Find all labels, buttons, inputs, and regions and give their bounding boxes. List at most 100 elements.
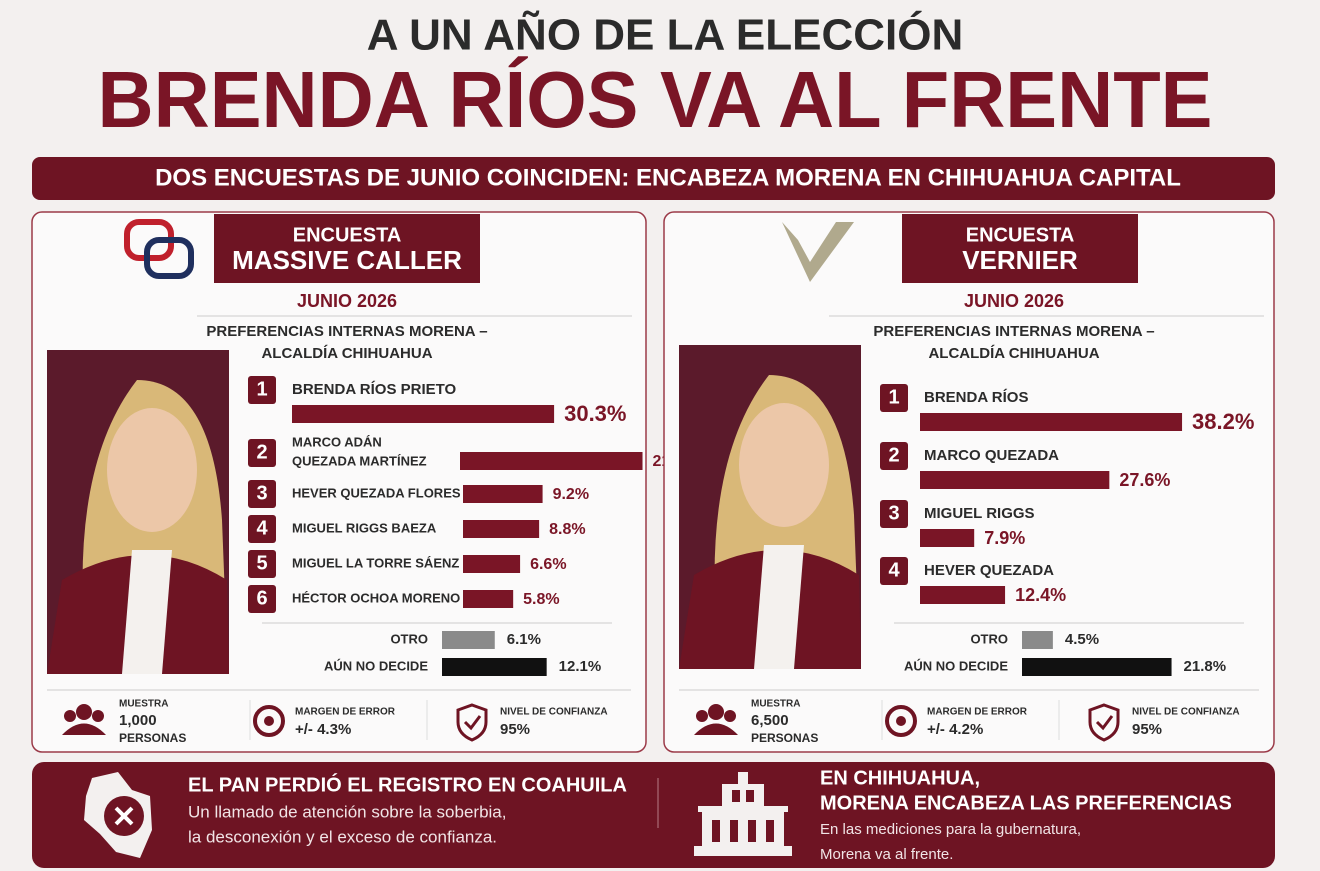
candidate-bar: [463, 485, 543, 503]
stat-value: 95%: [1132, 721, 1162, 738]
poll-subtitle: ALCALDÍA CHIHUAHUA: [261, 345, 432, 362]
other-value: 21.8%: [1184, 658, 1227, 675]
poll-subtitle: ALCALDÍA CHIHUAHUA: [928, 345, 1099, 362]
stat-label: MUESTRA: [751, 699, 800, 710]
rank-badge: [880, 557, 908, 585]
photo-face: [739, 403, 829, 527]
stat-unit: PERSONAS: [119, 731, 186, 745]
other-label: OTRO: [390, 631, 428, 646]
people-icon: [62, 723, 106, 735]
poll-header: [902, 214, 1138, 283]
candidate-value: 9.2%: [553, 486, 589, 503]
candidate-value: 12.4%: [1015, 585, 1066, 605]
kicker: A UN AÑO DE LA ELECCIÓN: [367, 10, 963, 60]
poll-name: MASSIVE CALLER: [232, 245, 462, 275]
rank-number: 2: [888, 444, 899, 466]
stat-unit: PERSONAS: [751, 731, 818, 745]
target-icon: [264, 716, 274, 726]
stat-value: +/- 4.2%: [927, 721, 983, 738]
rank-number: 4: [256, 517, 268, 539]
candidate-name: HEVER QUEZADA FLORES: [292, 485, 461, 500]
candidate-name: BRENDA RÍOS: [924, 389, 1028, 406]
poll-subtitle: PREFERENCIAS INTERNAS MORENA –: [873, 323, 1154, 340]
people-icon: [76, 704, 92, 720]
poll-subtitle: PREFERENCIAS INTERNAS MORENA –: [206, 323, 487, 340]
candidate-name: HÉCTOR OCHOA MORENO: [292, 590, 460, 605]
people-icon: [64, 710, 76, 722]
rank-number: 3: [888, 502, 899, 524]
stat-value: 1,000: [119, 712, 157, 729]
candidate-name: QUEZADA MARTÍNEZ: [292, 453, 427, 468]
rank-number: 5: [256, 552, 267, 574]
candidate-value: 30.3%: [564, 401, 626, 426]
rank-number: 1: [256, 378, 267, 400]
candidate-name: HEVER QUEZADA: [924, 562, 1054, 579]
rank-badge: [880, 384, 908, 412]
people-icon: [92, 710, 104, 722]
stat-label: NIVEL DE CONFIANZA: [1132, 707, 1240, 718]
candidate-value: 6.6%: [530, 556, 566, 573]
rank-number: 3: [256, 482, 267, 504]
candidate-name: BRENDA RÍOS PRIETO: [292, 381, 457, 398]
rank-badge: [880, 500, 908, 528]
other-bar: [1022, 658, 1172, 676]
stat-label: MARGEN DE ERROR: [927, 707, 1028, 718]
target-icon: [885, 705, 917, 737]
people-icon: [724, 710, 736, 722]
candidate-value: 7.9%: [984, 528, 1025, 548]
rank-badge: [248, 550, 276, 578]
other-value: 6.1%: [507, 631, 541, 648]
coahuila-icon: [84, 772, 152, 858]
other-label: AÚN NO DECIDE: [904, 658, 1008, 673]
people-icon: [696, 710, 708, 722]
photo-face: [107, 408, 197, 532]
poll-name: VERNIER: [962, 245, 1078, 275]
candidate-name: MIGUEL RIGGS BAEZA: [292, 520, 437, 535]
stat-value: +/- 4.3%: [295, 721, 351, 738]
candidate-bar: [920, 586, 1006, 604]
target-icon: [896, 716, 906, 726]
candidate-name: MIGUEL LA TORRE SÁENZ: [292, 555, 459, 570]
poll-date: JUNIO 2026: [297, 291, 397, 311]
stat-value: 6,500: [751, 712, 789, 729]
rank-badge: [248, 376, 276, 404]
footer-text: la desconexión y el exceso de confianza.: [188, 827, 497, 846]
banner: [32, 157, 1275, 200]
footer-text: Morena va al frente.: [820, 846, 953, 863]
people-icon: [694, 723, 738, 735]
candidate-bar: [460, 452, 643, 470]
shield-icon: [456, 703, 488, 742]
footer-title: EL PAN PERDIÓ EL REGISTRO EN COAHUILA: [188, 772, 627, 796]
candidate-bar: [920, 413, 1183, 431]
candidate-bar: [463, 555, 521, 573]
shield-icon: [1088, 703, 1120, 742]
stat-label: NIVEL DE CONFIANZA: [500, 707, 608, 718]
other-value: 4.5%: [1065, 631, 1099, 648]
footer-title: MORENA ENCABEZA LAS PREFERENCIAS: [820, 792, 1232, 814]
photo-blouse: [122, 550, 172, 674]
candidate-name: MIGUEL RIGGS: [924, 505, 1035, 522]
poll-label: ENCUESTA: [966, 224, 1075, 246]
photo-blouse: [754, 545, 804, 669]
banner-text: DOS ENCUESTAS DE JUNIO COINCIDEN: ENCABE…: [155, 164, 1181, 191]
stat-label: MARGEN DE ERROR: [295, 707, 396, 718]
candidate-value: 8.8%: [549, 521, 585, 538]
rank-badge: [880, 442, 908, 470]
stat-label: MUESTRA: [119, 699, 168, 710]
candidate-bar: [463, 520, 540, 538]
footer-text: Un llamado de atención sobre la soberbia…: [188, 802, 506, 821]
main-title: BRENDA RÍOS VA AL FRENTE: [98, 55, 1213, 144]
rank-badge: [248, 585, 276, 613]
target-icon: [253, 705, 285, 737]
candidate-value: 27.6%: [1119, 470, 1170, 490]
candidate-bar: [920, 471, 1110, 489]
rank-number: 1: [888, 386, 899, 408]
candidate-value: 38.2%: [1192, 409, 1254, 434]
footer-band: [32, 762, 1275, 868]
rank-number: 6: [256, 587, 267, 609]
candidate-name: MARCO ADÁN: [292, 434, 382, 449]
poll-header: [214, 214, 480, 283]
people-icon: [708, 704, 724, 720]
